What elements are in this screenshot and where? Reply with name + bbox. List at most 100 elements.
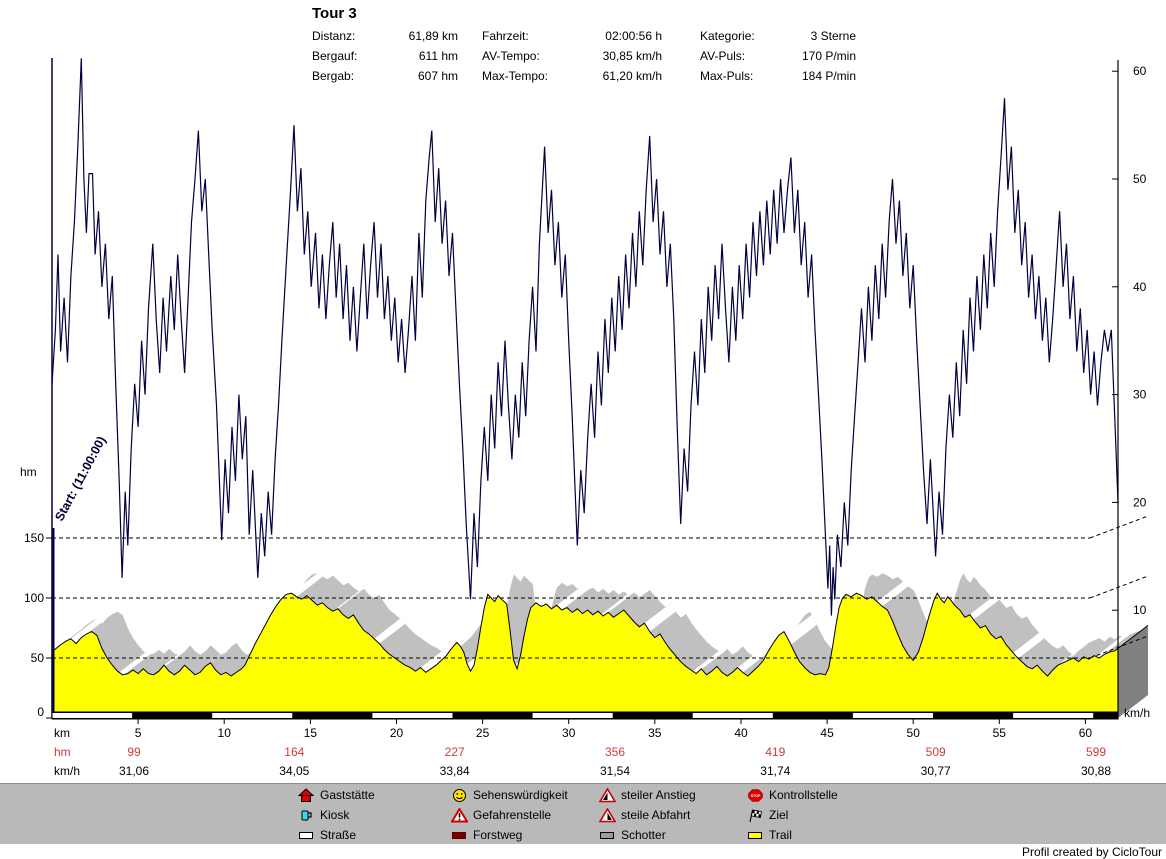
stat-value: 607 hm: [417, 69, 458, 83]
svg-text:5: 5: [135, 726, 142, 740]
stat-label: AV-Tempo:: [482, 49, 540, 63]
svg-text:227: 227: [445, 745, 465, 759]
svg-text:35: 35: [648, 726, 662, 740]
stat-label: Bergauf:: [312, 49, 358, 63]
svg-text:15: 15: [304, 726, 318, 740]
stat-label: Max-Puls:: [700, 69, 754, 83]
svg-text:34,05: 34,05: [279, 764, 309, 778]
stat-value: 184 P/min: [801, 69, 856, 83]
stat-value: 170 P/min: [801, 49, 856, 63]
svg-text:hm: hm: [20, 465, 37, 479]
svg-text:20: 20: [390, 726, 404, 740]
legend-label: Sehenswürdigkeit: [473, 788, 568, 802]
legend-label: Gefahrenstelle: [473, 808, 552, 822]
stat-label: Fahrzeit:: [482, 29, 529, 43]
svg-text:30: 30: [562, 726, 576, 740]
stat-value: 02:00:56 h: [605, 29, 662, 43]
credit-text: Profil created by CicloTour: [1021, 845, 1162, 859]
svg-text:164: 164: [284, 745, 304, 759]
svg-text:419: 419: [765, 745, 785, 759]
svg-text:150: 150: [24, 531, 44, 545]
stats-column-time-speed: Fahrzeit: 02:00:56 h AV-Tempo: 30,85 km/h …: [482, 26, 662, 86]
legend-label: Forstweg: [473, 828, 523, 842]
svg-text:40: 40: [734, 726, 748, 740]
svg-text:km: km: [54, 726, 70, 740]
svg-text:31,54: 31,54: [600, 764, 630, 778]
svg-text:30,77: 30,77: [921, 764, 951, 778]
svg-text:hm: hm: [54, 745, 71, 759]
legend-item-steiler-anstieg: steiler Anstieg: [599, 787, 745, 803]
legend-item-trail: Trail: [747, 827, 897, 843]
legend-item-sehenswuerdigkeit: Sehenswürdigkeit: [451, 787, 599, 803]
svg-text:40: 40: [1133, 280, 1147, 294]
tour-profile-chart: Start: (11:00:00) hm 0 50 100 150 10 20 30 40 50 60…: [20, 58, 1151, 778]
strasse-icon: [299, 831, 313, 839]
kontrollstelle-icon: STOP: [748, 788, 763, 802]
svg-text:50: 50: [31, 651, 45, 665]
svg-text:599: 599: [1086, 745, 1106, 759]
forstweg-icon: [452, 831, 466, 839]
stat-value: 30,85 km/h: [602, 49, 662, 63]
svg-text:60: 60: [1079, 726, 1093, 740]
legend-label: Kiosk: [320, 808, 350, 822]
svg-text:50: 50: [1133, 172, 1147, 186]
svg-text:25: 25: [476, 726, 490, 740]
legend-item-strasse: Straße: [298, 827, 448, 843]
svg-text:45: 45: [820, 726, 834, 740]
svg-text:509: 509: [926, 745, 946, 759]
svg-text:60: 60: [1133, 64, 1147, 78]
trail-icon: [748, 831, 762, 839]
svg-text:33,84: 33,84: [440, 764, 470, 778]
svg-text:STOP: STOP: [751, 793, 761, 797]
stat-label: AV-Puls:: [700, 49, 746, 63]
stat-label: Distanz:: [312, 29, 356, 43]
legend-label: Gaststätte: [320, 788, 375, 802]
sehenswuerdigkeit-icon: [453, 788, 466, 802]
legend-label: Straße: [320, 828, 357, 842]
svg-text:31,06: 31,06: [119, 764, 149, 778]
gefahrenstelle-icon: [451, 807, 468, 822]
legend-item-gefahrenstelle: Gefahrenstelle: [451, 807, 599, 823]
stat-label: Max-Tempo:: [482, 69, 549, 83]
stats-column-distance: Distanz: 61,89 km Bergauf: 611 hm Bergab: 6…: [312, 26, 458, 86]
svg-text:100: 100: [24, 591, 44, 605]
svg-text:0: 0: [37, 705, 44, 719]
kiosk-icon: [301, 810, 312, 820]
legend-item-steile-abfahrt: steile Abfahrt: [599, 807, 745, 823]
stat-value: 61,89 km: [408, 29, 458, 43]
stat-value: 3 Sterne: [810, 29, 856, 43]
steile-abfahrt-icon: [599, 807, 616, 822]
legend-item-kiosk: Kiosk: [298, 807, 448, 823]
ziel-icon: [749, 809, 762, 822]
svg-text:99: 99: [127, 745, 141, 759]
stat-label: Bergab:: [312, 69, 355, 83]
legend-label: Kontrollstelle: [769, 788, 838, 802]
legend-item-kontrollstelle: STOP Kontrollstelle: [747, 787, 897, 803]
legend-band: Gaststätte Kiosk Straße Sehenswürdigkeit…: [0, 783, 1166, 844]
svg-text:30: 30: [1133, 388, 1147, 402]
legend-label: Ziel: [769, 808, 789, 822]
stat-label: Kategorie:: [700, 29, 755, 43]
gaststaette-icon: [298, 787, 315, 802]
svg-text:55: 55: [993, 726, 1007, 740]
svg-text:10: 10: [1133, 603, 1147, 617]
legend-item-schotter: Schotter: [599, 827, 745, 843]
page-title: Tour 3: [312, 5, 357, 22]
stat-value: 61,20 km/h: [602, 69, 662, 83]
svg-text:50: 50: [907, 726, 921, 740]
svg-text:30,88: 30,88: [1081, 764, 1111, 778]
svg-text:20: 20: [1133, 495, 1147, 509]
stat-value: 611 hm: [418, 49, 458, 63]
svg-text:31,74: 31,74: [760, 764, 790, 778]
legend-label: Schotter: [621, 828, 666, 842]
svg-text:10: 10: [218, 726, 232, 740]
stats-column-pulse: Kategorie: 3 Sterne AV-Puls: 170 P/min Max…: [700, 26, 856, 86]
schotter-icon: [600, 831, 614, 839]
legend-item-forstweg: Forstweg: [451, 827, 599, 843]
legend-item-gaststaette: Gaststätte: [298, 787, 448, 803]
legend-label: steile Abfahrt: [621, 808, 691, 822]
svg-text:km/h: km/h: [54, 764, 80, 778]
svg-text:356: 356: [605, 745, 625, 759]
svg-text:km/h: km/h: [1124, 706, 1150, 720]
